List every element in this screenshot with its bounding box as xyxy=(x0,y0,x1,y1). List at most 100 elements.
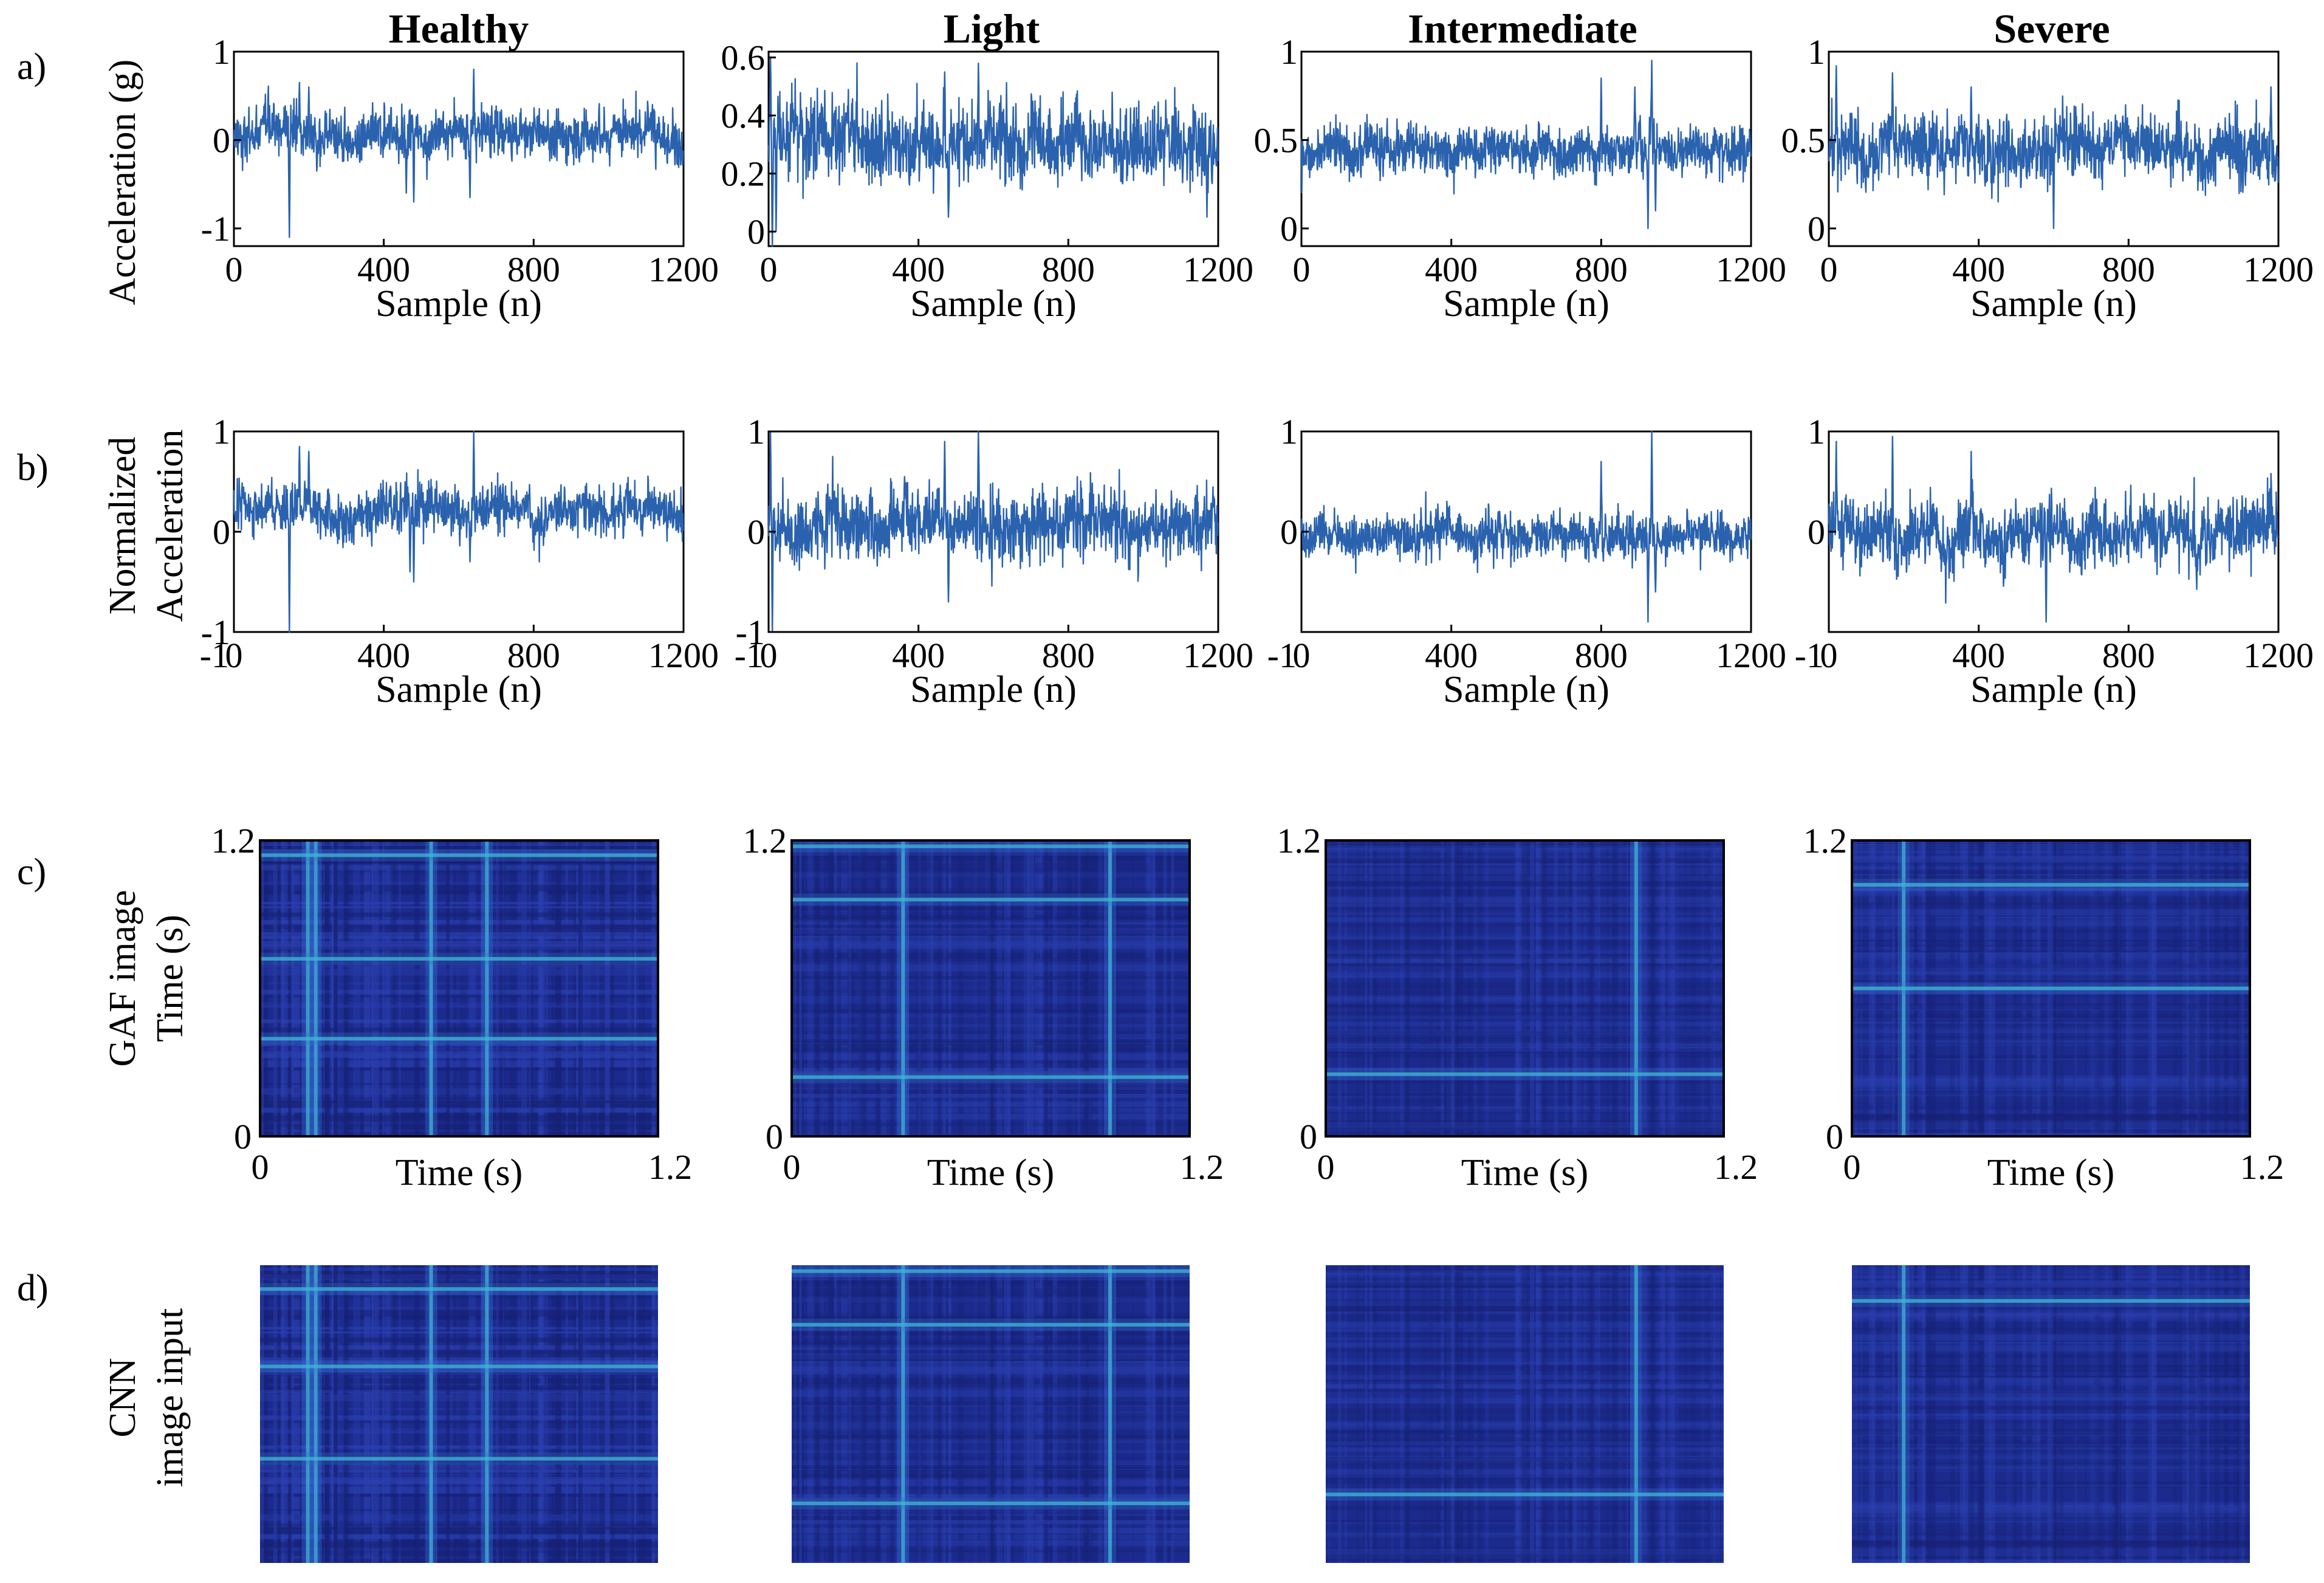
x-tick-label: 0 xyxy=(225,636,243,675)
gaf-image xyxy=(1325,839,1725,1138)
column-title-healthy: Healthy xyxy=(389,5,529,52)
ylabel-row-c-line2: Time (s) xyxy=(149,915,191,1042)
row-label-c: c) xyxy=(17,851,46,893)
y-tick-label: 1.2 xyxy=(1803,821,1848,860)
y-tick-label: 1 xyxy=(1808,412,1825,452)
x-axis-label: Time (s) xyxy=(927,1152,1055,1193)
x-axis-label: Time (s) xyxy=(1461,1152,1589,1193)
x-tick-label: 0 xyxy=(1820,636,1838,675)
y-tick-label: 0 xyxy=(747,512,765,552)
x-tick-label: 1.2 xyxy=(2240,1147,2285,1187)
column-title-severe: Severe xyxy=(1993,5,2110,52)
row-label-d: d) xyxy=(17,1268,49,1309)
y-tick-label: 1 xyxy=(1280,412,1298,452)
x-axis-label: Sample (n) xyxy=(1443,283,1609,324)
x-tick-label: 800 xyxy=(2102,636,2155,675)
signal-line xyxy=(233,68,684,238)
x-tick-label: 1200 xyxy=(1183,250,1253,289)
x-tick-label: 0 xyxy=(252,1147,269,1187)
y-tick-label: 0 xyxy=(1808,512,1825,552)
x-tick-label: 800 xyxy=(2102,250,2155,289)
x-tick-label: 400 xyxy=(892,250,945,289)
gaf-panel-d-2 xyxy=(792,1265,1190,1563)
column-title-intermediate: Intermediate xyxy=(1408,5,1637,52)
gaf-image xyxy=(790,839,1191,1138)
ylabel-row-c-line1: GAF image xyxy=(102,890,143,1066)
x-tick-label: -1 xyxy=(1267,636,1297,675)
y-tick-label: 0 xyxy=(1300,1117,1317,1156)
y-tick-label: 1.2 xyxy=(211,821,256,860)
y-tick-label: 1 xyxy=(747,412,765,452)
x-tick-label: 1.2 xyxy=(648,1147,693,1187)
x-tick-label: 1200 xyxy=(2243,250,2314,289)
x-tick-label: 800 xyxy=(1575,636,1628,675)
x-tick-label: 0 xyxy=(1820,250,1838,289)
x-tick-label: 0 xyxy=(760,636,778,675)
row-label-b: b) xyxy=(17,447,49,489)
y-tick-label: 0.4 xyxy=(721,96,766,136)
x-axis-label: Time (s) xyxy=(396,1152,523,1193)
y-tick-label: 0 xyxy=(213,512,230,552)
y-tick-label: 1 xyxy=(213,32,230,72)
y-tick-label: 0.5 xyxy=(1781,120,1826,160)
gaf-panel-c-2: 0 1.2 0 1.2 Time (s) xyxy=(743,821,1224,1193)
signal-line xyxy=(1828,65,2279,230)
x-tick-label: 800 xyxy=(507,250,560,289)
y-tick-label: 0.5 xyxy=(1254,120,1298,160)
x-tick-label: 800 xyxy=(507,636,560,675)
gaf-image xyxy=(260,1265,658,1563)
gaf-image xyxy=(1852,1265,2250,1563)
x-tick-label: 0 xyxy=(783,1147,801,1187)
signal-panel-a-4: 0 400 800 1200 0 0.5 1 Sample (n) xyxy=(1781,32,2314,324)
ylabel-row-d-line1: CNN xyxy=(102,1358,143,1438)
x-tick-label: 1200 xyxy=(1183,636,1253,675)
x-axis-label: Sample (n) xyxy=(375,283,542,324)
x-tick-label: 1200 xyxy=(2243,636,2314,675)
x-tick-label: 400 xyxy=(1952,636,2005,675)
y-tick-label: 0.2 xyxy=(721,154,766,194)
gaf-panel-c-1: 0 1.2 0 1.2 Time (s) xyxy=(211,821,693,1193)
x-tick-label: -1 xyxy=(200,636,229,675)
ylabel-row-b-line2: Acceleration xyxy=(149,430,191,622)
x-axis-label: Sample (n) xyxy=(1970,669,2137,710)
x-axis-label: Sample (n) xyxy=(910,283,1077,324)
x-tick-label: 800 xyxy=(1042,250,1095,289)
x-tick-label: 0 xyxy=(760,250,778,289)
gaf-panel-d-4 xyxy=(1852,1265,2250,1563)
signal-line xyxy=(1300,60,1752,230)
signal-line xyxy=(767,430,1219,633)
y-tick-label: 1.2 xyxy=(1277,821,1321,860)
x-tick-label: 1.2 xyxy=(1180,1147,1224,1187)
x-axis-label: Sample (n) xyxy=(910,669,1077,710)
signal-panel-a-3: 0 400 800 1200 0 0.5 1 Sample (n) xyxy=(1254,32,1787,324)
x-tick-label: 400 xyxy=(1425,250,1478,289)
gaf-panel-d-1 xyxy=(260,1265,658,1563)
signal-line xyxy=(233,430,684,633)
y-tick-label: 0 xyxy=(213,120,230,160)
x-tick-label: 1200 xyxy=(648,250,719,289)
ylabel-row-d-line2: image input xyxy=(149,1308,191,1487)
x-tick-label: 1200 xyxy=(1716,636,1786,675)
x-tick-label: 1.2 xyxy=(1714,1147,1758,1187)
y-tick-label: 1 xyxy=(1808,32,1825,72)
x-tick-label: 1200 xyxy=(1716,250,1786,289)
y-tick-label: 1.2 xyxy=(743,821,787,860)
x-tick-label: 0 xyxy=(1293,250,1311,289)
gaf-panel-d-3 xyxy=(1326,1265,1724,1563)
gaf-panel-c-4: 0 1.2 0 1.2 Time (s) xyxy=(1803,821,2285,1193)
y-tick-label: 0 xyxy=(1826,1117,1843,1156)
y-tick-label: 0 xyxy=(234,1117,252,1156)
x-tick-label: 400 xyxy=(1952,250,2005,289)
x-tick-label: 400 xyxy=(357,636,410,675)
gaf-image xyxy=(792,1265,1190,1563)
ylabel-row-b-line1: Normalized xyxy=(102,437,143,615)
x-tick-label: 800 xyxy=(1575,250,1628,289)
x-tick-label: 0 xyxy=(1293,636,1311,675)
